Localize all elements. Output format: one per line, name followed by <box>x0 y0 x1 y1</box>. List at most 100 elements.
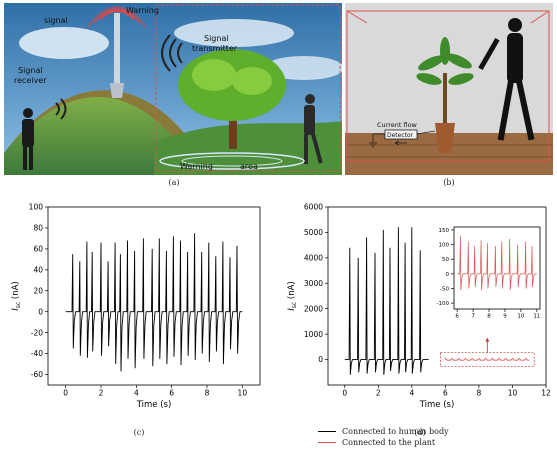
panel-a-illustration: Warning signal Signal receiver Signal tr… <box>4 3 342 175</box>
chart-d-ylabel: Isc (nA) <box>287 281 298 311</box>
chart-d-xlabel: Time (s) <box>419 400 455 410</box>
chart-d-inset-ytick-label: 100 <box>439 242 450 248</box>
chart-c-ytick-label: -60 <box>31 370 43 379</box>
chart-d-inset-xtick-label: 8 <box>487 314 491 320</box>
chart-d-inset-xtick-label: 10 <box>517 314 524 320</box>
chart-d-inset-xtick-label: 9 <box>503 314 507 320</box>
chart-d-series <box>344 227 535 375</box>
chart-d-frame <box>327 206 547 386</box>
plant-pot <box>435 123 455 153</box>
chart-d-series-human <box>344 227 429 375</box>
chart-c-ytick-label: 20 <box>33 286 43 295</box>
panel-a-scene: Warning signal Signal receiver Signal tr… <box>4 3 342 175</box>
chart-c-axes: 0 2 4 6 8 10 -60 -40 -20 0 20 40 60 80 100 <box>29 203 261 398</box>
receiver-wave-icon <box>55 102 60 116</box>
chart-d-inset-ytick-label: 0 <box>446 272 450 278</box>
legend-label-human: Connected to human body <box>342 427 449 436</box>
chart-c-ytick-label: -20 <box>31 328 43 337</box>
warning-signal-wave-icon <box>99 10 135 20</box>
chart-d-ytick-label: 5000 <box>304 228 323 237</box>
label-current-flow: Current flow <box>377 121 418 129</box>
cloud <box>264 56 342 80</box>
legend-swatch-plant <box>318 442 336 443</box>
legend-item-human: Connected to human body <box>318 426 449 437</box>
chart-d-inset-frame <box>453 226 541 310</box>
legend: Connected to human body Connected to the… <box>318 426 548 448</box>
chart-d-inset-ytick-label: -50 <box>440 286 449 292</box>
cloud <box>19 27 109 59</box>
chart-d-ytick-label: 0 <box>318 355 323 364</box>
chart-c-series-line <box>65 233 243 372</box>
label-area: area <box>240 162 258 171</box>
label-detector: Detector <box>387 132 414 139</box>
person-silhouette-icon <box>478 18 535 141</box>
chart-c-ytick-label: -40 <box>31 349 43 358</box>
chart-c-ytick-label: 80 <box>33 224 43 233</box>
person-receiver-icon <box>22 108 34 170</box>
chart-d-xtick-label: 6 <box>443 389 448 398</box>
chart-c-ytick-label: 40 <box>33 265 43 274</box>
chart-d-inset-xtick-label: 6 <box>455 314 459 320</box>
chart-d-series-plant <box>445 357 530 361</box>
chart-d-xtick-label: 12 <box>541 389 551 398</box>
hill-grass <box>4 96 174 175</box>
chart-d-ytick-label: 3000 <box>304 279 323 288</box>
signal-tower <box>114 13 120 83</box>
transmitter-wave-icon <box>177 42 183 64</box>
chart-d-inset: 6 7 8 9 10 11 -100 -50 0 50 100 150 <box>437 226 541 320</box>
ground-right <box>154 121 342 175</box>
chart-d-inset-xtick-label: 7 <box>471 314 475 320</box>
current-arrow-icon <box>394 140 407 146</box>
legend-item-plant: Connected to the plant <box>318 437 435 448</box>
chart-c-series <box>65 233 243 372</box>
chart-d-ytick-label: 6000 <box>304 203 323 212</box>
panel-b-illustration: Detector Current flow <box>345 3 553 175</box>
chart-d-xtick-label: 0 <box>342 389 347 398</box>
caption-b: (b) <box>443 178 455 187</box>
label-warning-signal: Warning signal <box>44 6 161 25</box>
caption-c: (c) <box>133 428 145 437</box>
plant-leaves-icon <box>416 37 474 85</box>
chart-d-inset-bg <box>454 227 540 309</box>
label-warning: Warning <box>180 162 213 171</box>
chart-c-xtick-label: 4 <box>134 389 139 398</box>
label-signal-transmitter: Signal transmitter <box>192 34 238 53</box>
chart-d-inset-ytick-label: 150 <box>439 228 450 234</box>
chart-d-inset-line <box>457 235 537 291</box>
chart-d-ytick-label: 1000 <box>304 330 323 339</box>
legend-label-plant: Connected to the plant <box>342 438 436 447</box>
chart-c: 0 2 4 6 8 10 -60 -40 -20 0 20 40 60 80 100 Time (s) Is… <box>11 203 261 410</box>
warning-zone-box <box>155 4 341 172</box>
caption-d: (d) <box>414 428 426 437</box>
cloud <box>174 19 294 47</box>
chart-d-zoom-arrowhead <box>485 337 490 342</box>
chart-c-frame <box>47 206 261 386</box>
chart-c-xtick-label: 0 <box>63 389 68 398</box>
chart-d-ytick-label: 4000 <box>304 253 323 262</box>
chart-d-inset-ytick-label: -100 <box>437 301 450 307</box>
chart-d-xtick-label: 10 <box>508 389 518 398</box>
chart-c-ytick-label: 0 <box>38 307 43 316</box>
chart-c-xtick-label: 8 <box>205 389 210 398</box>
chart-c-ytick-label: 60 <box>33 245 43 254</box>
chart-d-xtick-label: 4 <box>409 389 414 398</box>
detector-box <box>384 129 418 140</box>
room-outline <box>346 10 550 162</box>
chart-d-ytick-label: 2000 <box>304 304 323 313</box>
person-walking-icon <box>304 94 323 164</box>
legend-swatch-human <box>318 431 336 432</box>
chart-c-xtick-label: 2 <box>99 389 104 398</box>
caption-a: (a) <box>168 178 180 187</box>
chart-d-xtick-label: 8 <box>477 389 482 398</box>
chart-d-inset-ytick-label: 50 <box>442 257 449 263</box>
warning-area-ring <box>159 152 305 170</box>
chart-c-xtick-label: 10 <box>238 389 248 398</box>
chart-d-inset-xtick-label: 11 <box>533 314 540 320</box>
label-signal-receiver: Signal receiver <box>14 66 47 85</box>
chart-d-xtick-label: 2 <box>376 389 381 398</box>
chart-c-ylabel: Isc (nA) <box>11 281 22 311</box>
chart-c-xtick-label: 6 <box>169 389 174 398</box>
tree-trunk <box>229 103 237 149</box>
